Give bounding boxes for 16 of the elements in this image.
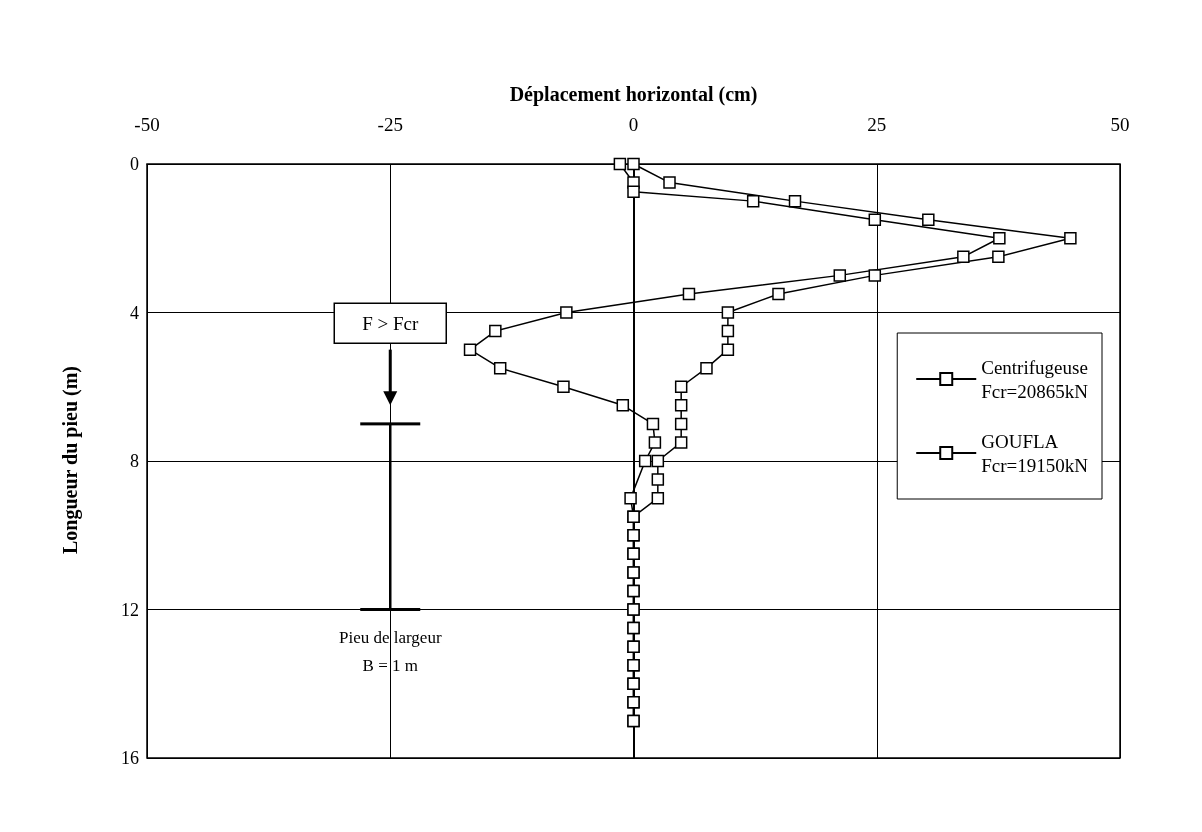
y-tick-label: 0 — [130, 154, 139, 174]
y-tick-label: 4 — [130, 302, 139, 323]
y-axis-title: Longueur du pieu (m) — [59, 365, 82, 555]
y-tick-label: 8 — [130, 451, 139, 471]
x-tick-label: 0 — [628, 114, 639, 135]
y-tick-label: 16 — [121, 748, 139, 768]
legend-label: GOUFLA Fcr=19150kN — [981, 430, 1089, 476]
x-tick-label: 25 — [867, 114, 887, 135]
annotation: F > Fcr — [362, 312, 419, 334]
x-tick-label: 50 — [1110, 114, 1130, 135]
x-tick-label: -25 — [377, 114, 403, 135]
annotation: Pieu de largeur B = 1 m — [338, 628, 442, 675]
legend-label: Centrifugeuse Fcr=20865kN — [981, 356, 1089, 402]
y-tick-label: 12 — [121, 599, 139, 620]
x-tick-label: -50 — [134, 114, 160, 135]
x-axis-title: Déplacement horizontal (cm) — [509, 83, 758, 106]
